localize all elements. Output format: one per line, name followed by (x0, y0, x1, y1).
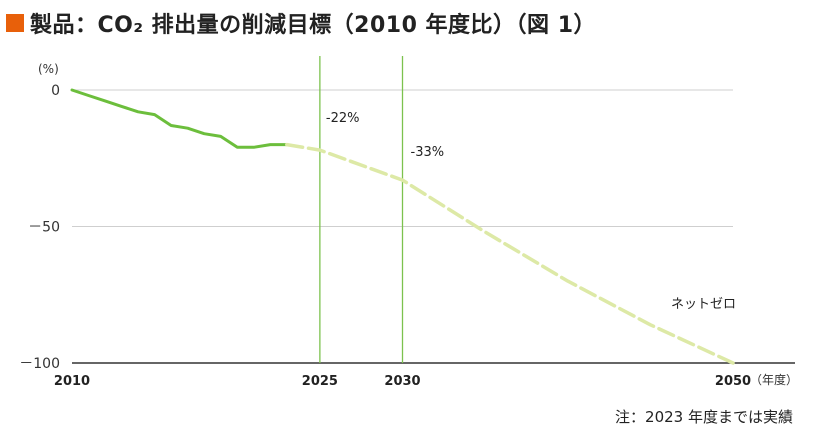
x-tick-label-2030: 2030 (384, 374, 420, 389)
series-line-dashed (285, 142, 735, 365)
title-text: 製品：CO₂ 排出量の削減目標（2010 年度比）（図 1） (30, 13, 597, 38)
y-tick-label: －50 (28, 220, 60, 236)
series-line-solid (70, 88, 289, 149)
annotation-label: ネットゼロ (671, 297, 736, 312)
annotation-label: -22% (326, 111, 360, 126)
x-tick-label-2010: 2010 (54, 374, 90, 389)
x-axis-unit: （年度） (750, 372, 798, 387)
y-axis-unit: (%) (38, 62, 59, 76)
y-tick-label: －100 (19, 356, 60, 372)
x-tick-label-2025: 2025 (302, 374, 338, 389)
chart-title: 製品：CO₂ 排出量の削減目標（2010 年度比）（図 1） (6, 6, 596, 40)
y-tick-label: 0 (51, 83, 60, 99)
annotation-label: -33% (411, 145, 445, 160)
title-square-marker (6, 14, 24, 32)
footnote: 注：2023 年度までは実績 (615, 408, 793, 426)
x-tick-label-2050: 2050 (715, 374, 751, 389)
